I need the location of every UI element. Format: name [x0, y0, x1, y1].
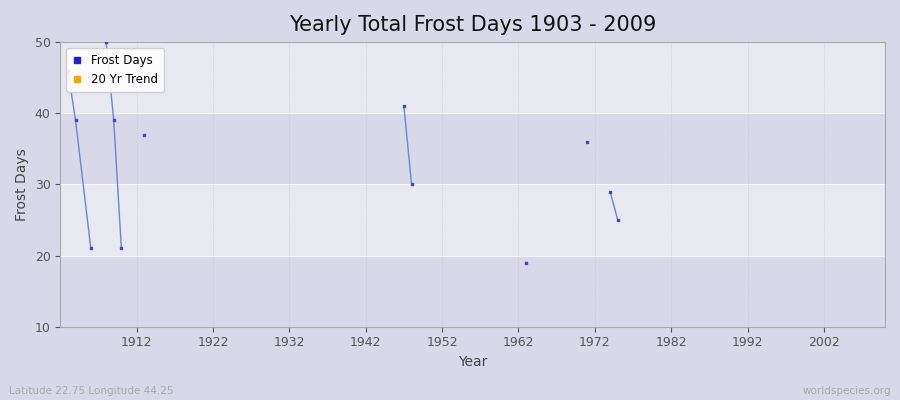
Bar: [60, 113, 885, 184]
Point: [60, 67, 75, 74]
Point: [84, 245, 98, 252]
Text: Latitude 22.75 Longitude 44.25: Latitude 22.75 Longitude 44.25: [9, 386, 174, 396]
Bar: [60, 256, 885, 327]
Point: [404, 181, 419, 188]
Point: [68, 117, 83, 124]
Point: [603, 188, 617, 195]
X-axis label: Year: Year: [458, 355, 487, 369]
Legend: Frost Days, 20 Yr Trend: Frost Days, 20 Yr Trend: [67, 48, 164, 92]
Title: Yearly Total Frost Days 1903 - 2009: Yearly Total Frost Days 1903 - 2009: [289, 15, 656, 35]
Point: [610, 217, 625, 223]
Y-axis label: Frost Days: Frost Days: [15, 148, 29, 221]
Point: [106, 117, 121, 124]
Point: [114, 245, 129, 252]
Point: [397, 103, 411, 109]
Point: [519, 260, 534, 266]
Point: [99, 39, 113, 45]
Text: worldspecies.org: worldspecies.org: [803, 386, 891, 396]
Point: [137, 132, 151, 138]
Point: [580, 138, 594, 145]
